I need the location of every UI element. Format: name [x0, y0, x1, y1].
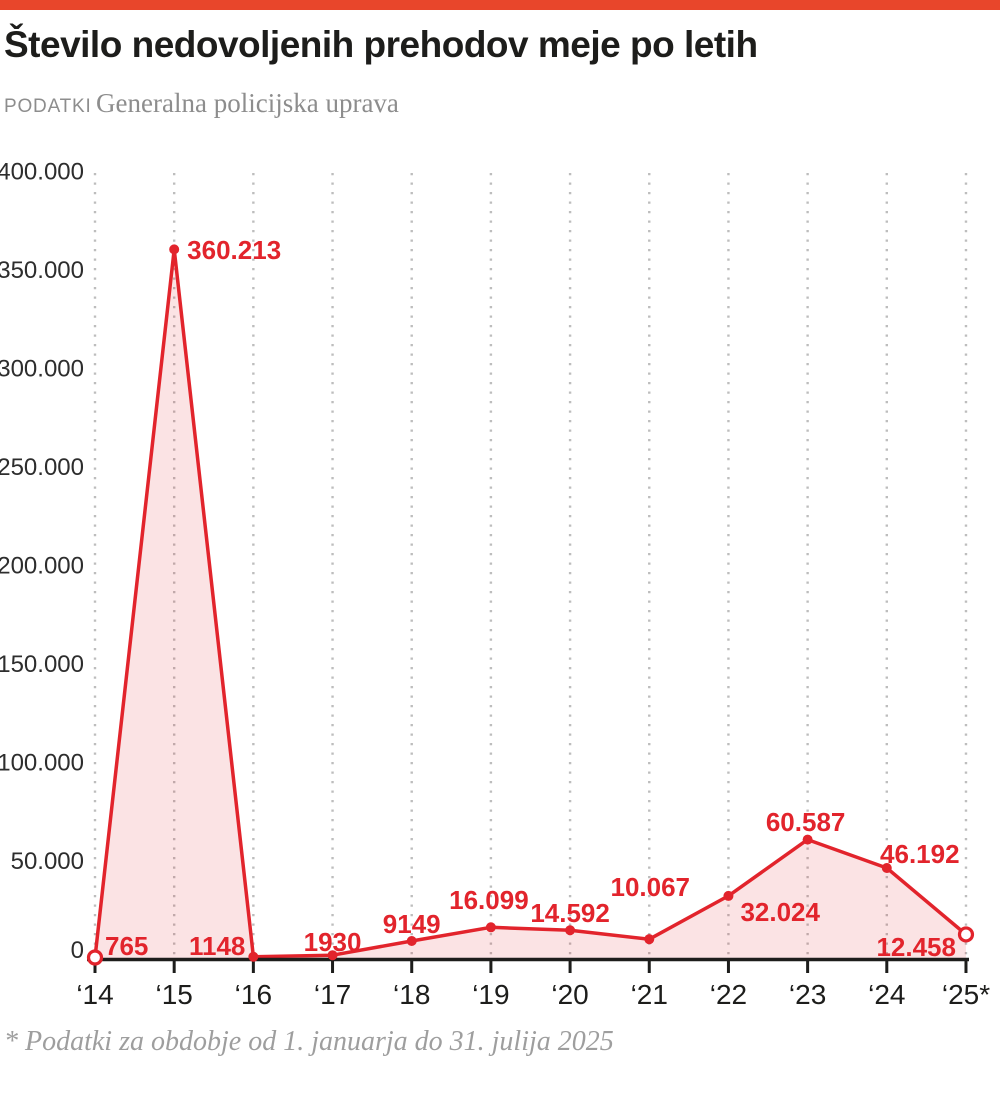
data-point	[723, 890, 734, 901]
data-point-label: 12.458	[876, 932, 956, 962]
x-axis-label: ‘18	[393, 979, 430, 1010]
data-point-label: 1148	[189, 931, 245, 961]
data-point-label: 360.213	[187, 235, 281, 265]
trend-line	[93, 247, 968, 959]
data-point-label: 10.067	[610, 872, 690, 902]
y-axis-label: 100.000	[0, 750, 84, 777]
data-point	[565, 925, 576, 936]
x-axis-label: ‘19	[472, 979, 509, 1010]
footnote: * Podatki za obdobje od 1. januarja do 3…	[4, 1026, 614, 1057]
data-point	[406, 935, 417, 946]
source-value: Generalna policijska uprava	[96, 88, 399, 118]
area-fill	[95, 249, 966, 959]
x-axis-label: ‘16	[235, 979, 272, 1010]
x-axis-label: ‘21	[631, 979, 668, 1010]
x-axis-label: ‘25*	[942, 979, 990, 1010]
y-axis-label: 300.000	[0, 356, 84, 383]
y-axis-label: 50.000	[11, 848, 84, 875]
data-point	[485, 922, 496, 933]
data-point	[802, 834, 813, 845]
x-axis-label: ‘15	[155, 979, 192, 1010]
y-axis-label: 0	[71, 937, 84, 964]
y-axis-label: 150.000	[0, 651, 84, 678]
data-point	[248, 951, 259, 962]
data-point	[327, 950, 338, 961]
x-axis-label: ‘14	[76, 979, 113, 1010]
x-axis-label: ‘17	[314, 979, 351, 1010]
data-point-label: 9149	[383, 909, 441, 939]
top-accent-bar	[0, 0, 1000, 10]
data-point	[881, 863, 892, 874]
data-point-label: 16.099	[449, 885, 529, 915]
y-axis-label: 250.000	[0, 454, 84, 481]
y-axis-label: 350.000	[0, 257, 84, 284]
data-point-label: 1930	[304, 927, 362, 957]
x-axis-label: ‘24	[868, 979, 905, 1010]
source-line: PODATKI Generalna policijska uprava	[4, 88, 399, 119]
y-axis-label: 400.000	[0, 159, 84, 186]
data-point-open	[957, 926, 975, 943]
data-point	[644, 934, 655, 945]
y-axis-label: 200.000	[0, 553, 84, 580]
data-point-label: 60.587	[766, 807, 846, 837]
source-label: PODATKI	[4, 96, 92, 117]
page-title: Število nedovoljenih prehodov meje po le…	[4, 24, 758, 65]
data-point-label: 765	[105, 931, 148, 961]
data-point-label: 14.592	[530, 898, 610, 928]
x-axis-label: ‘23	[789, 979, 826, 1010]
data-point-label: 46.192	[880, 839, 960, 869]
data-point-open	[86, 949, 104, 966]
data-point-label: 32.024	[740, 897, 820, 927]
x-axis-label: ‘22	[710, 979, 747, 1010]
x-axis-label: ‘20	[551, 979, 588, 1010]
data-point	[169, 244, 180, 255]
